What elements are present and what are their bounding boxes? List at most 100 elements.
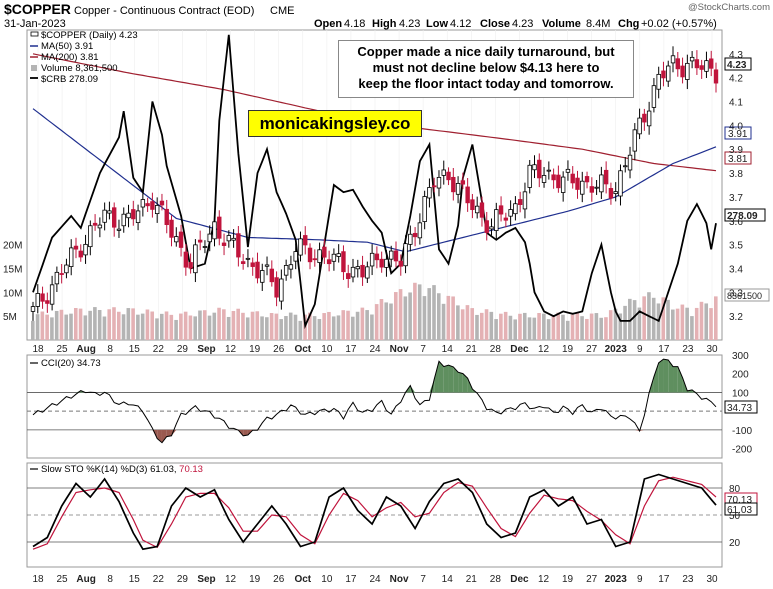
- cci-tick-label: 200: [732, 370, 749, 381]
- candle-body: [594, 186, 599, 189]
- price-tick-label: 3.7: [729, 193, 743, 204]
- x-axis-label-top: 7: [420, 344, 426, 355]
- volume-bar: [422, 296, 427, 340]
- price-badge-text: 4.23: [727, 60, 747, 71]
- cci-positive-fill: [673, 366, 678, 393]
- volume-bar: [284, 316, 288, 340]
- candle-body: [398, 260, 403, 267]
- volume-bar: [417, 284, 422, 340]
- volume-bar: [513, 319, 517, 340]
- sto-legend-prefix: Slow STO %K(14) %D(3) 61.03,: [41, 464, 177, 475]
- x-axis-label-top: Oct: [294, 344, 311, 355]
- candle-body: [675, 58, 680, 70]
- volume-bar: [346, 310, 350, 340]
- volume-bar: [432, 285, 436, 340]
- volume-tick-label: 20M: [3, 241, 22, 252]
- candle-body: [632, 129, 638, 152]
- volume-bar: [546, 319, 551, 340]
- volume-bar: [116, 311, 121, 340]
- volume-bar: [413, 282, 417, 340]
- volume-bar: [136, 314, 140, 340]
- volume-bar: [150, 311, 155, 340]
- x-axis-label-bottom: 7: [420, 574, 426, 585]
- price-tick-label: 4.3: [729, 50, 743, 61]
- volume-bar: [269, 313, 274, 340]
- candle-body: [83, 243, 88, 256]
- candle-body: [575, 177, 580, 190]
- volume-bar: [260, 316, 264, 340]
- volume-bar: [685, 307, 689, 340]
- cci-tick-label: 300: [732, 351, 749, 362]
- volume-bar: [293, 314, 298, 340]
- price-tick-label: 3.3: [729, 288, 743, 299]
- candle-body: [102, 209, 107, 223]
- candle-body: [694, 59, 700, 69]
- volume-bar: [694, 307, 699, 340]
- watermark: @StockCharts.com: [688, 2, 770, 13]
- volume-bar: [628, 298, 632, 340]
- x-axis-label-bottom: Oct: [294, 574, 311, 585]
- volume-bar: [59, 309, 64, 340]
- header-chg-value: +0.02 (+0.57%): [641, 18, 717, 30]
- header-volume-value: 8.4M: [586, 18, 610, 30]
- x-axis-label-bottom: 26: [273, 574, 285, 585]
- candle-body: [369, 252, 375, 267]
- volume-bar: [456, 305, 460, 340]
- candle-body: [54, 271, 60, 285]
- legend-ma200: MA(200) 3.81: [41, 52, 99, 63]
- candle-body: [169, 219, 174, 238]
- volume-tick-label: 10M: [3, 288, 22, 299]
- x-axis-label-bottom: Sep: [197, 574, 215, 585]
- cci-positive-fill: [443, 365, 449, 393]
- cci-negative-fill: [634, 429, 640, 432]
- candle-body: [637, 117, 642, 135]
- volume-bar: [522, 312, 527, 340]
- volume-bar: [398, 289, 403, 340]
- volume-bar: [308, 312, 312, 340]
- candle-body: [508, 209, 513, 217]
- candle-body: [154, 205, 160, 215]
- x-axis-label-top: 15: [129, 344, 141, 355]
- candle-body: [460, 180, 466, 185]
- candle-body: [603, 169, 609, 185]
- header-volume-label: Volume: [542, 18, 581, 30]
- volume-bar: [608, 310, 613, 340]
- volume-bar: [575, 312, 580, 340]
- candle-body: [661, 70, 666, 79]
- volume-bar: [140, 313, 145, 340]
- candle-body: [145, 203, 150, 207]
- volume-bar: [446, 295, 451, 340]
- x-axis-label-top: 2023: [605, 344, 628, 355]
- candle-body: [331, 253, 337, 262]
- candle-body: [111, 207, 117, 228]
- candle-body: [240, 261, 246, 264]
- x-axis-label-bottom: 17: [345, 574, 357, 585]
- candle-body: [255, 261, 260, 279]
- candle-body: [541, 175, 547, 183]
- candle-body: [212, 221, 217, 240]
- candle-body: [408, 233, 413, 245]
- volume-bar: [699, 301, 704, 340]
- cci-positive-fill: [458, 372, 463, 393]
- volume-bar: [393, 292, 398, 340]
- legend-main: $COPPER (Daily) 4.23: [41, 30, 138, 41]
- candle-body: [384, 258, 389, 268]
- cci-tick-label: 100: [732, 388, 749, 399]
- volume-bar: [565, 320, 570, 340]
- volume-bar: [217, 307, 221, 340]
- candle-body: [479, 202, 485, 218]
- cci-positive-fill: [462, 373, 468, 393]
- candle-body: [217, 216, 222, 239]
- volume-bar: [484, 309, 489, 340]
- candle-body: [298, 238, 303, 256]
- candle-body: [422, 196, 427, 222]
- candle-body: [150, 201, 155, 210]
- ma50-badge: [724, 126, 752, 140]
- header-chg-label: Chg: [618, 18, 639, 30]
- volume-bar: [241, 312, 245, 340]
- cci-negative-fill: [161, 429, 167, 443]
- ma200-badge-text: 3.81: [728, 154, 748, 165]
- panel-frames: [26, 29, 723, 568]
- volume-bar: [274, 313, 279, 340]
- x-axis-label-bottom: 12: [538, 574, 550, 585]
